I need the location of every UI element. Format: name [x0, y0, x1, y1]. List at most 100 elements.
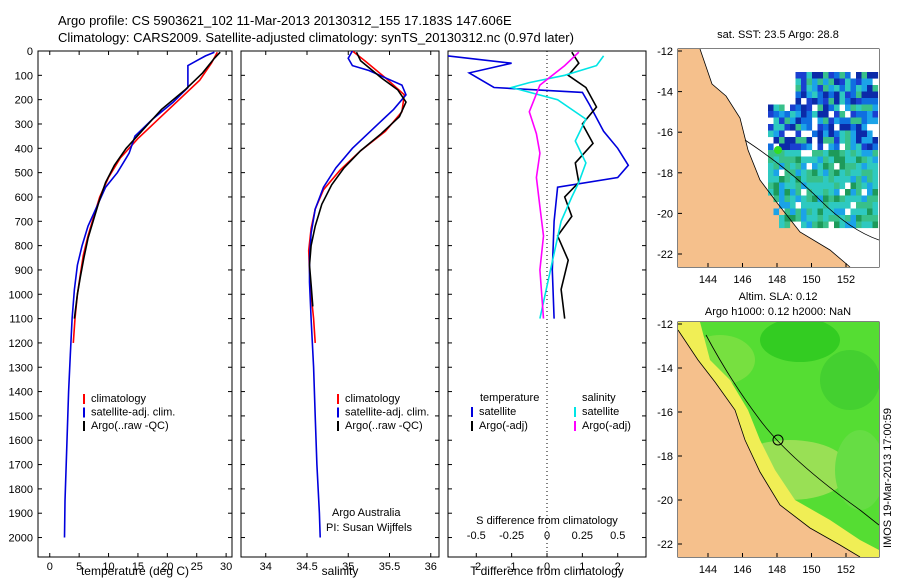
sst-pixel [806, 143, 813, 151]
sst-pixel [850, 215, 857, 222]
sst-pixel [845, 156, 851, 164]
sst-pixel [817, 137, 824, 144]
sst-pixel [850, 189, 857, 196]
sst-pixel [779, 221, 785, 229]
sst-pixel [850, 208, 857, 216]
sst-pixel [845, 150, 851, 157]
depth-tick-label: 2000 [9, 533, 33, 545]
tdiff-tick-label: 0 [544, 561, 550, 573]
sdiff-tick-label: 0.25 [572, 530, 593, 542]
sst-pixel [850, 111, 857, 118]
sst-pixel [867, 91, 873, 99]
sst-pixel [839, 150, 846, 157]
contour-line [744, 139, 879, 241]
sst-pixel [784, 189, 791, 196]
sst-pixel [817, 221, 824, 229]
sla-map-subtitle: Argo h1000: 0.12 h2000: NaN [705, 306, 851, 318]
depth-tick-label: 1000 [9, 289, 33, 301]
sst-pixel [845, 143, 851, 151]
diff-legend-label: satellite [582, 406, 619, 418]
sst-pixel [861, 117, 868, 125]
sst-pixel [812, 130, 818, 138]
sst-pixel [839, 215, 846, 222]
salinity-tick-label: 34 [260, 561, 272, 573]
sst-pixel [867, 98, 873, 105]
sst-pixel [823, 189, 829, 196]
sst-pixel [828, 91, 835, 99]
sst-pixel [850, 169, 857, 177]
salinity-legend-label: Argo(..raw -QC) [345, 420, 423, 432]
sst-pixel [801, 202, 807, 209]
sst-pixel [790, 150, 796, 157]
sst-pixel [872, 156, 879, 164]
sst-pixel [867, 130, 873, 138]
sst-pixel [795, 169, 802, 177]
sst-pixel [828, 215, 835, 222]
temperature-tick-label: 0 [47, 561, 53, 573]
sst-pixel [872, 182, 879, 190]
sst-pixel [784, 169, 791, 177]
sst-pixel [867, 150, 873, 157]
sst-pixel [806, 215, 813, 222]
sst-pixel [850, 130, 857, 138]
sst-pixel [861, 72, 868, 79]
sst-pixel [867, 78, 873, 86]
depth-tick-label: 100 [15, 70, 33, 82]
sst-pixel [861, 111, 868, 118]
sst-pixel [856, 189, 862, 196]
sla-patch [760, 322, 840, 362]
sst-pixel [823, 176, 829, 183]
sst-pixel [872, 117, 879, 125]
figure-title-line1: Argo profile: CS 5903621_102 11-Mar-2013… [58, 13, 512, 28]
sst-pixel [768, 124, 774, 131]
salinity-tick-label: 35.5 [379, 561, 400, 573]
tdiff-axis-label: T difference from climatology [470, 564, 624, 578]
sla-patch [820, 350, 879, 410]
map-lon-tick-label: 150 [802, 274, 820, 286]
sst-pixel [850, 150, 857, 157]
sst-pixel [823, 150, 829, 157]
sst-pixel [861, 137, 868, 144]
sst-pixel [861, 208, 868, 216]
sst-pixel [795, 143, 802, 151]
sst-pixel [828, 182, 835, 190]
sst-pixel [861, 169, 868, 177]
sst-pixel [834, 104, 840, 112]
sst-pixel [812, 72, 818, 79]
sst-map-title: sat. SST: 23.5 Argo: 28.8 [717, 29, 839, 41]
sst-pixel [850, 104, 857, 112]
sst-pixel [779, 202, 785, 209]
sst-pixel [812, 195, 818, 203]
sst-pixel [856, 137, 862, 144]
sst-pixel [828, 117, 835, 125]
sst-pixel [823, 182, 829, 190]
sst-pixel [768, 156, 774, 164]
sst-pixel [817, 156, 824, 164]
sst-pixel [795, 182, 802, 190]
depth-tick-label: 1700 [9, 460, 33, 472]
salinity-legend-label: climatology [345, 393, 401, 405]
sst-pixel [801, 156, 807, 164]
sst-pixel [856, 176, 862, 183]
sst-pixel [867, 215, 873, 222]
sst-pixel [867, 182, 873, 190]
sst-pixel [828, 156, 835, 164]
depth-tick-label: 300 [15, 119, 33, 131]
sst-pixel [779, 124, 785, 131]
sst-pixel [834, 143, 840, 151]
sst-pixel [845, 176, 851, 183]
sst-pixel [867, 137, 873, 144]
sst-pixel [817, 150, 824, 157]
depth-tick-label: 1500 [9, 411, 33, 423]
sst-pixel [872, 137, 879, 144]
map-lat-tick-label: -16 [657, 127, 673, 139]
sst-pixel [801, 111, 807, 118]
sst-pixel [817, 163, 824, 170]
sdiff-tick-label: -0.5 [467, 530, 486, 542]
sst-pixel [856, 215, 862, 222]
coastline [677, 329, 861, 558]
sst-pixel [834, 202, 840, 209]
sst-pixel [817, 176, 824, 183]
sst-pixel [823, 137, 829, 144]
sst-pixel [845, 91, 851, 99]
